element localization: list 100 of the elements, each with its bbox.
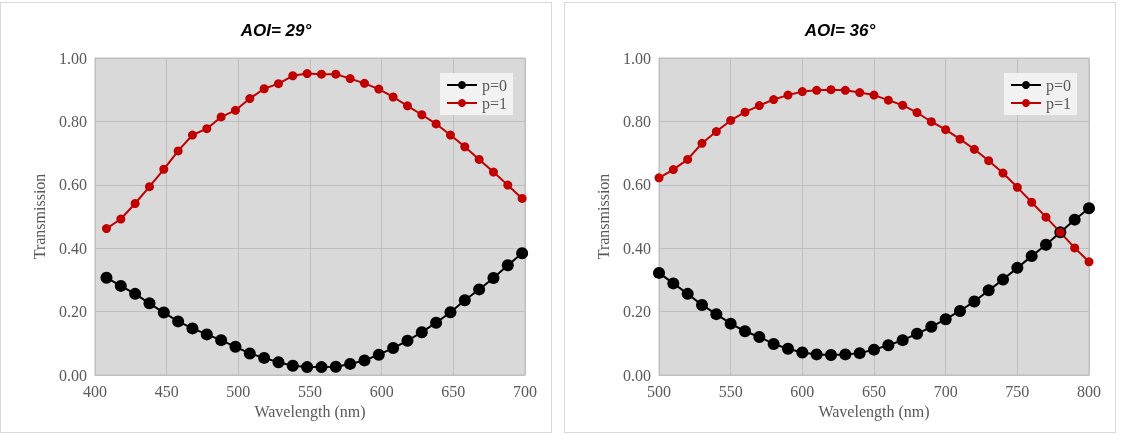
point — [387, 342, 400, 355]
point — [114, 279, 127, 292]
point — [912, 108, 922, 118]
x-tick-label: 800 — [1077, 382, 1101, 400]
point — [769, 95, 779, 105]
point — [797, 87, 807, 97]
x-tick-label: 650 — [862, 382, 886, 400]
y-tick-label: 0.80 — [59, 112, 87, 130]
point — [681, 287, 694, 300]
point — [710, 308, 723, 321]
point — [517, 193, 527, 203]
point — [157, 306, 170, 319]
y-tick-label: 0.00 — [59, 366, 87, 384]
point — [668, 165, 678, 175]
point — [401, 334, 414, 347]
point — [272, 356, 285, 369]
point — [359, 78, 369, 88]
point — [796, 346, 809, 359]
x-tick-label: 550 — [718, 382, 743, 400]
x-tick-label: 600 — [369, 382, 394, 400]
point — [839, 348, 852, 361]
point — [243, 347, 256, 360]
point — [444, 306, 457, 319]
point — [1012, 182, 1022, 192]
point — [1011, 261, 1024, 274]
y-tick-label: 0.80 — [623, 112, 651, 130]
point — [329, 360, 342, 373]
point — [286, 359, 299, 372]
point — [998, 168, 1008, 178]
point — [1083, 202, 1095, 215]
point — [374, 84, 384, 94]
point — [825, 349, 837, 362]
point — [925, 320, 938, 333]
y-axis-title: Transmission — [30, 173, 48, 260]
legend-label: p=1 — [481, 94, 508, 113]
point — [683, 154, 693, 164]
point — [667, 277, 680, 290]
point — [344, 357, 357, 370]
point — [740, 107, 750, 117]
point — [501, 259, 514, 272]
point — [388, 92, 398, 102]
point — [402, 101, 412, 111]
x-tick-label: 700 — [513, 382, 537, 400]
point — [415, 326, 428, 339]
point — [431, 119, 441, 129]
x-tick-label: 500 — [647, 382, 671, 400]
point — [810, 348, 823, 361]
point — [229, 340, 242, 353]
point — [129, 287, 142, 300]
point — [358, 354, 371, 367]
point — [783, 90, 793, 100]
point — [1070, 243, 1080, 253]
point — [288, 71, 298, 81]
point — [216, 112, 226, 122]
point — [173, 146, 183, 156]
point — [302, 69, 312, 79]
point — [812, 85, 822, 95]
point — [1025, 250, 1038, 263]
point — [753, 330, 766, 343]
point — [954, 304, 966, 317]
point — [1084, 257, 1094, 267]
x-tick-label: 550 — [298, 382, 322, 400]
point — [997, 273, 1009, 286]
x-tick-label: 750 — [1005, 382, 1030, 400]
point — [474, 154, 484, 164]
point — [754, 101, 764, 111]
point — [230, 105, 240, 115]
point — [488, 167, 498, 177]
point — [911, 327, 923, 340]
x-tick-label: 400 — [83, 382, 107, 400]
point — [159, 164, 169, 174]
point — [941, 125, 951, 135]
point — [315, 361, 328, 374]
x-tick-label: 650 — [441, 382, 466, 400]
y-tick-label: 1.00 — [59, 49, 87, 67]
point — [883, 95, 893, 105]
point — [460, 142, 470, 152]
point — [100, 271, 113, 284]
chart-title: AOI= 29° — [239, 21, 312, 40]
chart-title: AOI= 36° — [803, 21, 876, 40]
point — [955, 134, 965, 144]
point — [898, 100, 908, 110]
point — [782, 342, 794, 355]
point — [1027, 197, 1037, 207]
point — [245, 94, 255, 104]
point — [654, 173, 664, 183]
point — [969, 144, 979, 154]
x-tick-label: 700 — [933, 382, 958, 400]
point — [869, 90, 879, 100]
point — [316, 69, 326, 79]
point — [445, 130, 455, 140]
point — [926, 117, 936, 127]
point — [130, 199, 140, 208]
point — [345, 74, 355, 84]
point — [711, 127, 721, 137]
y-tick-label: 0.40 — [59, 239, 87, 257]
point — [855, 88, 865, 98]
y-tick-label: 0.20 — [623, 303, 651, 321]
y-tick-label: 1.00 — [623, 49, 651, 67]
point — [116, 214, 126, 224]
